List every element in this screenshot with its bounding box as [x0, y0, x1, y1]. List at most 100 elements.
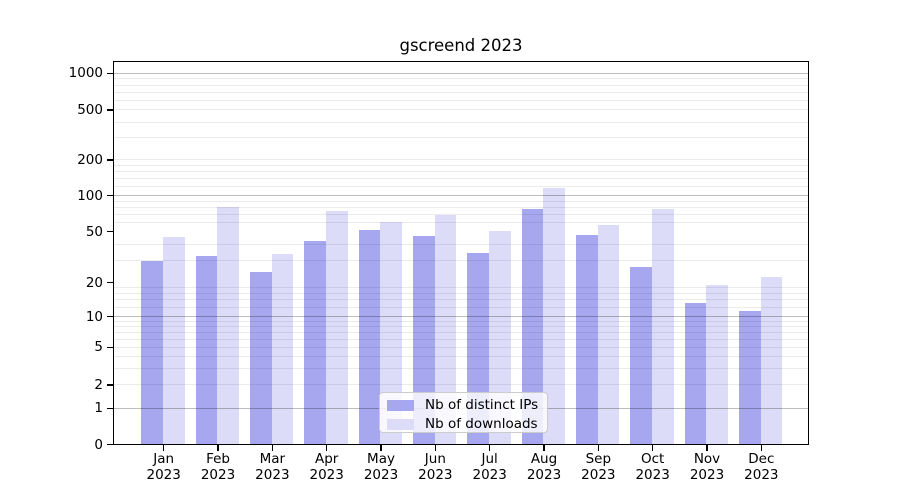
- x-axis-tick-mar: [271, 445, 274, 451]
- bar-downloads-mar: [271, 254, 294, 445]
- bar-downloads-jun: [434, 215, 457, 445]
- x-axis-tick-jun: [434, 445, 437, 451]
- gridline-minor-14: [114, 299, 808, 301]
- bar-distinct-ips-sep: [576, 234, 598, 445]
- gridline-minor-5: [114, 346, 808, 348]
- gridline-minor-120: [114, 185, 808, 187]
- x-axis-tick-may: [380, 445, 382, 451]
- bar-distinct-ips-jan: [141, 261, 164, 445]
- bar-downloads-apr: [326, 210, 348, 445]
- gridline-minor-800: [114, 84, 808, 86]
- x-axis-tick-label-aug: Aug 2023: [526, 451, 562, 483]
- x-axis-tick-label-mar: Mar 2023: [255, 451, 290, 483]
- y-axis-tick-label-1: 1: [94, 400, 103, 417]
- gridline-minor-40: [114, 243, 808, 245]
- x-axis-tick-label-jan: Jan 2023: [146, 451, 181, 483]
- x-axis-tick-label-jun: Jun 2023: [418, 451, 453, 483]
- gridline-minor-3: [114, 367, 808, 369]
- gridline-minor-180: [114, 164, 808, 166]
- y-axis-tick-10: [107, 315, 113, 318]
- gridline-minor-30: [114, 259, 808, 261]
- y-axis-tick-label-200: 200: [77, 152, 103, 168]
- x-axis-tick-label-nov: Nov 2023: [689, 451, 725, 483]
- legend-item-downloads: Nb of downloads: [387, 417, 538, 431]
- gridline-minor-7: [114, 331, 808, 333]
- y-axis-tick-100: [107, 195, 113, 197]
- y-axis-tick-label-2: 2: [94, 377, 103, 393]
- gridline-minor-6: [114, 338, 808, 340]
- bar-distinct-ips-may: [358, 230, 381, 445]
- y-axis-tick-label-10: 10: [85, 308, 103, 325]
- y-axis-tick-label-100: 100: [77, 187, 103, 204]
- bar-distinct-ips-dec: [739, 311, 761, 445]
- bar-downloads-jul: [489, 231, 511, 445]
- chart-title: gscreend 2023: [399, 36, 523, 55]
- x-axis-tick-jul: [488, 445, 491, 451]
- x-axis-tick-dec: [760, 445, 763, 451]
- y-axis-tick-5: [107, 346, 113, 348]
- x-axis-tick-apr: [325, 445, 328, 451]
- x-axis-tick-oct: [651, 445, 654, 451]
- y-axis-tick-50: [107, 231, 113, 233]
- y-axis-tick-label-500: 500: [77, 102, 103, 118]
- bar-downloads-oct: [652, 209, 674, 445]
- y-axis-tick-label-50: 50: [85, 223, 103, 240]
- x-axis-tick-label-oct: Oct 2023: [635, 451, 670, 483]
- bar-distinct-ips-mar: [250, 271, 272, 445]
- legend-item-distinct-ips: Nb of distinct IPs: [387, 398, 538, 412]
- gridline-minor-160: [114, 170, 808, 172]
- bar-distinct-ips-feb: [195, 255, 218, 445]
- gridline-minor-2: [114, 384, 808, 386]
- gridline-minor-600: [114, 99, 808, 101]
- y-axis-tick-label-20: 20: [85, 274, 103, 291]
- bar-downloads-feb: [217, 206, 240, 445]
- y-axis-tick-label-1000: 1000: [68, 65, 103, 82]
- gridline-minor-300: [114, 137, 808, 139]
- x-axis-tick-jan: [163, 445, 165, 451]
- gridline-minor-90: [114, 200, 808, 202]
- y-axis-tick-1000: [107, 72, 113, 74]
- gridline-minor-140: [114, 177, 808, 179]
- plot-area: [113, 61, 809, 445]
- gridline-minor-400: [114, 121, 808, 123]
- bar-downloads-nov: [706, 284, 729, 445]
- gridline-minor-700: [114, 91, 808, 93]
- gridline-major-1000: [114, 72, 808, 74]
- y-axis-tick-2: [107, 384, 113, 386]
- gridline-minor-70: [114, 213, 808, 215]
- bar-distinct-ips-aug: [521, 209, 544, 445]
- y-axis-tick-1: [107, 407, 113, 409]
- gridline-minor-900: [114, 78, 808, 80]
- y-axis-tick-label-0: 0: [94, 436, 103, 453]
- gridline-major-100: [114, 195, 808, 197]
- x-axis-tick-label-may: May 2023: [363, 451, 399, 483]
- bar-downloads-dec: [760, 276, 783, 445]
- gridline-minor-4: [114, 355, 808, 357]
- bar-distinct-ips-apr: [304, 240, 327, 445]
- gridline-minor-16: [114, 292, 808, 294]
- legend-swatch-distinct-ips: [387, 399, 414, 411]
- y-axis-tick-500: [107, 109, 113, 111]
- x-axis-tick-label-feb: Feb 2023: [200, 451, 236, 483]
- gridline-minor-500: [114, 109, 808, 111]
- x-axis-tick-label-dec: Dec 2023: [744, 451, 779, 483]
- legend-label-distinct-ips: Nb of distinct IPs: [425, 397, 539, 413]
- bar-downloads-sep: [597, 225, 620, 445]
- x-axis-tick-sep: [597, 445, 600, 451]
- bar-downloads-jan: [163, 236, 185, 445]
- gridline-minor-12: [114, 307, 808, 308]
- y-axis-tick-20: [107, 282, 113, 284]
- x-axis-tick-aug: [543, 445, 545, 451]
- y-axis-tick-label-5: 5: [94, 339, 103, 356]
- bar-distinct-ips-oct: [630, 267, 653, 445]
- gridline-minor-18: [114, 287, 808, 289]
- x-axis-tick-label-sep: Sep 2023: [581, 451, 616, 483]
- gridline-minor-80: [114, 206, 808, 208]
- gridline-major-10: [114, 315, 808, 317]
- gridline-minor-8: [114, 325, 808, 327]
- gridline-minor-60: [114, 221, 808, 223]
- gridline-minor-200: [114, 159, 808, 161]
- y-axis-tick-200: [107, 159, 113, 161]
- x-axis-tick-nov: [706, 445, 708, 451]
